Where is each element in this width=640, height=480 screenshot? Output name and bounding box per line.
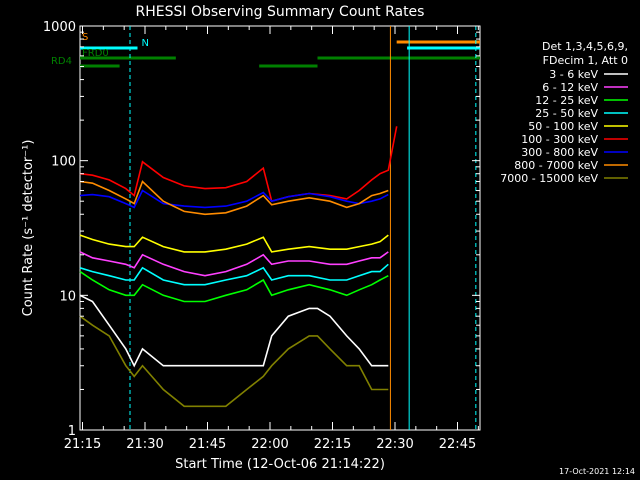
plot-frame [79, 25, 481, 431]
x-axis-ticks: 21:15 21:30 21:45 22:00 22:15 22:30 22:45 [64, 26, 479, 452]
y-tick-label: 100 [51, 155, 76, 170]
series-6-12-kev [79, 251, 389, 277]
flag-label-night: N [142, 38, 149, 49]
flag-label-rd0: FRD0 [82, 48, 109, 59]
y-tick-label: 1 [68, 424, 76, 439]
y-axis-ticks: 1 10 100 1000 [43, 20, 480, 439]
legend-label-50-100-kev: 50 - 100 keV [528, 120, 598, 133]
x-axis-label: Start Time (12-Oct-06 21:14:22) [175, 457, 385, 472]
series-50-100-kev [79, 234, 389, 253]
x-tick-label: 21:45 [189, 437, 226, 452]
flag-label-saa: S [82, 32, 88, 43]
legend-label-6-12-kev: 6 - 12 keV [542, 81, 598, 94]
legend-label-25-50-kev: 25 - 50 keV [535, 107, 598, 120]
legend: Det 1,3,4,5,6,9, FDecim 1, Att 0 3 - 6 k… [500, 40, 628, 185]
series-12-25-kev [79, 270, 389, 303]
vertical-markers [129, 26, 477, 430]
series-layer [79, 126, 398, 408]
x-tick-label: 21:15 [64, 437, 101, 452]
series-800-7000-kev [79, 180, 389, 216]
series-3-6-kev [79, 294, 389, 368]
flag-label-rd4: RD4 [51, 56, 72, 67]
legend-label-3-6-kev: 3 - 6 keV [549, 68, 598, 81]
chart-title: RHESSI Observing Summary Count Rates [136, 4, 425, 20]
timestamp: 17-Oct-2021 12:14 [559, 467, 635, 476]
legend-label-12-25-kev: 12 - 25 keV [535, 94, 598, 107]
series-25-50-kev [79, 263, 389, 286]
legend-label-100-300-kev: 100 - 300 keV [521, 133, 598, 146]
y-tick-label: 1000 [43, 20, 76, 35]
legend-label-300-800-kev: 300 - 800 keV [521, 146, 598, 159]
legend-header-line-2: FDecim 1, Att 0 [543, 54, 628, 67]
flags-layer: S N FRD0 RD4 [51, 32, 480, 68]
x-tick-label: 22:30 [376, 437, 413, 452]
legend-label-7000-15000-kev: 7000 - 15000 keV [500, 172, 598, 185]
legend-label-800-7000-kev: 800 - 7000 keV [514, 159, 598, 172]
x-tick-label: 21:30 [126, 437, 163, 452]
legend-header-line-1: Det 1,3,4,5,6,9, [542, 40, 628, 53]
x-tick-label: 22:15 [314, 437, 351, 452]
y-tick-label: 10 [59, 289, 76, 304]
x-tick-label: 22:45 [439, 437, 476, 452]
series-300-800-kev [79, 189, 389, 209]
y-axis-label: Count Rate (s⁻¹ detector⁻¹) [21, 140, 36, 317]
x-tick-label: 22:00 [251, 437, 288, 452]
series-100-300-kev [79, 126, 398, 203]
series-7000-15000-kev [79, 315, 389, 408]
